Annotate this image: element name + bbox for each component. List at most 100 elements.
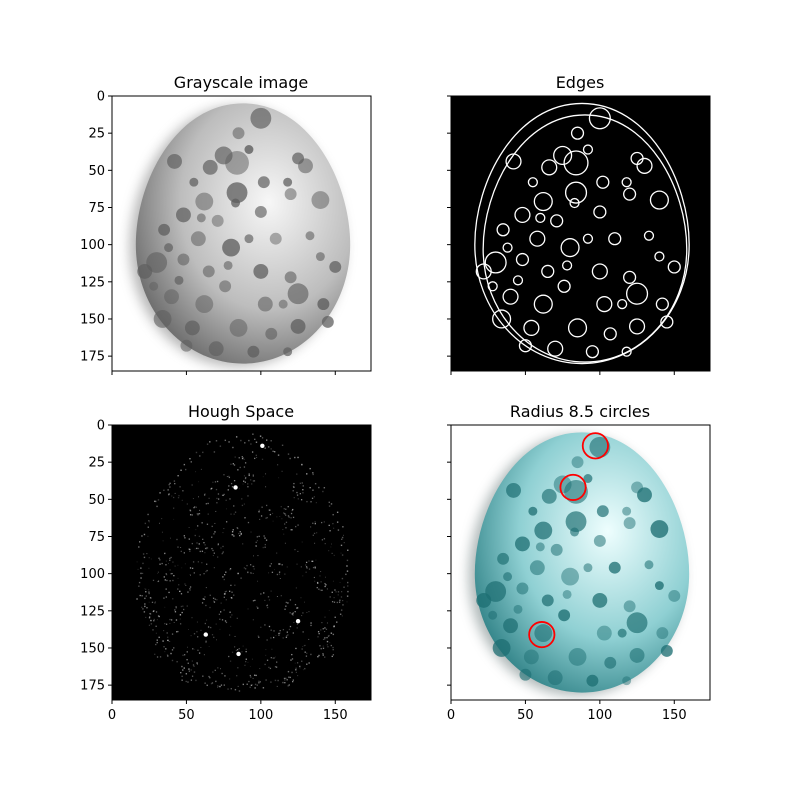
hough-vote bbox=[212, 481, 214, 483]
hough-vote bbox=[216, 502, 218, 504]
hough-vote bbox=[268, 666, 270, 669]
hough-vote bbox=[318, 486, 320, 489]
hough-vote bbox=[189, 514, 192, 516]
hough-vote bbox=[233, 535, 235, 537]
hough-vote bbox=[269, 509, 271, 511]
hough-vote bbox=[213, 636, 215, 639]
hough-vote bbox=[331, 655, 333, 658]
hough-vote bbox=[261, 458, 264, 460]
hough-vote bbox=[323, 521, 325, 523]
hough-vote bbox=[302, 485, 304, 487]
hough-vote bbox=[197, 649, 199, 651]
egg-spot bbox=[164, 289, 179, 305]
hough-vote bbox=[293, 497, 295, 499]
hough-vote bbox=[289, 676, 291, 679]
image-background bbox=[451, 96, 710, 371]
hough-vote bbox=[164, 606, 166, 608]
hough-vote bbox=[148, 520, 150, 522]
hough-vote bbox=[259, 668, 261, 670]
hough-vote bbox=[329, 642, 331, 644]
hough-vote bbox=[309, 486, 311, 489]
hough-vote bbox=[257, 580, 259, 582]
hough-vote bbox=[155, 625, 157, 627]
hough-vote bbox=[216, 639, 218, 641]
hough-vote bbox=[341, 554, 344, 556]
hough-vote bbox=[209, 594, 211, 596]
hough-vote bbox=[209, 441, 211, 443]
hough-vote bbox=[287, 634, 289, 636]
hough-vote bbox=[292, 485, 295, 488]
hough-vote bbox=[291, 658, 294, 660]
y-tick-label: 175 bbox=[80, 679, 105, 694]
hough-vote bbox=[255, 441, 258, 443]
hough-vote bbox=[252, 677, 254, 679]
egg-spot bbox=[146, 252, 168, 273]
hough-vote bbox=[269, 513, 272, 516]
hough-vote bbox=[200, 468, 202, 470]
egg-spots bbox=[476, 436, 681, 687]
hough-vote bbox=[232, 529, 234, 531]
hough-vote bbox=[187, 591, 189, 593]
hough-vote bbox=[218, 685, 220, 688]
hough-vote bbox=[206, 547, 208, 549]
hough-vote bbox=[346, 559, 349, 562]
hough-vote bbox=[184, 583, 186, 585]
hough-vote bbox=[288, 628, 291, 631]
hough-vote bbox=[241, 504, 244, 507]
hough-vote bbox=[195, 679, 197, 682]
hough-vote bbox=[191, 484, 193, 486]
hough-vote bbox=[172, 496, 175, 499]
hough-vote bbox=[205, 604, 207, 607]
hough-vote bbox=[172, 598, 174, 600]
hough-vote bbox=[254, 687, 256, 689]
hough-vote bbox=[324, 582, 326, 585]
spot-edge bbox=[596, 175, 610, 189]
egg-spot bbox=[656, 627, 669, 640]
egg-spot bbox=[196, 213, 206, 223]
hough-vote bbox=[196, 542, 198, 544]
hough-vote bbox=[145, 591, 147, 593]
hough-vote bbox=[165, 623, 168, 625]
hough-vote bbox=[235, 436, 238, 438]
hough-vote bbox=[164, 651, 166, 653]
egg-spot bbox=[523, 649, 539, 665]
hough-vote bbox=[259, 435, 262, 437]
hough-vote bbox=[205, 587, 207, 589]
hough-vote bbox=[190, 574, 192, 576]
hough-vote bbox=[222, 494, 224, 497]
egg-spot bbox=[497, 552, 510, 565]
hough-vote bbox=[228, 485, 230, 487]
hough-vote bbox=[333, 601, 336, 603]
hough-vote bbox=[314, 523, 316, 525]
hough-vote bbox=[255, 545, 257, 547]
hough-vote bbox=[165, 648, 167, 650]
hough-vote bbox=[223, 609, 225, 611]
hough-vote bbox=[201, 602, 204, 604]
hough-vote bbox=[287, 515, 290, 517]
hough-vote bbox=[259, 518, 261, 520]
hough-vote bbox=[209, 677, 211, 679]
hough-vote bbox=[239, 534, 241, 537]
hough-vote bbox=[179, 618, 181, 620]
hough-vote bbox=[184, 468, 187, 471]
hough-vote bbox=[198, 481, 200, 483]
hough-vote bbox=[242, 543, 244, 545]
hough-vote bbox=[170, 573, 172, 575]
hough-vote bbox=[169, 622, 171, 624]
hough-vote bbox=[210, 626, 212, 629]
hough-vote bbox=[148, 592, 150, 595]
hough-vote bbox=[159, 563, 161, 565]
hough-vote bbox=[317, 655, 319, 658]
hough-vote bbox=[198, 543, 200, 545]
hough-vote bbox=[294, 456, 296, 459]
hough-vote bbox=[266, 606, 269, 609]
hough-vote bbox=[229, 616, 232, 618]
hough-vote bbox=[301, 482, 303, 484]
hough-vote bbox=[209, 606, 211, 609]
hough-vote bbox=[325, 584, 327, 586]
hough-vote bbox=[258, 509, 260, 511]
hough-vote bbox=[223, 596, 225, 598]
hough-vote bbox=[214, 481, 217, 483]
spot-edge bbox=[541, 159, 558, 176]
hough-vote bbox=[173, 507, 175, 509]
